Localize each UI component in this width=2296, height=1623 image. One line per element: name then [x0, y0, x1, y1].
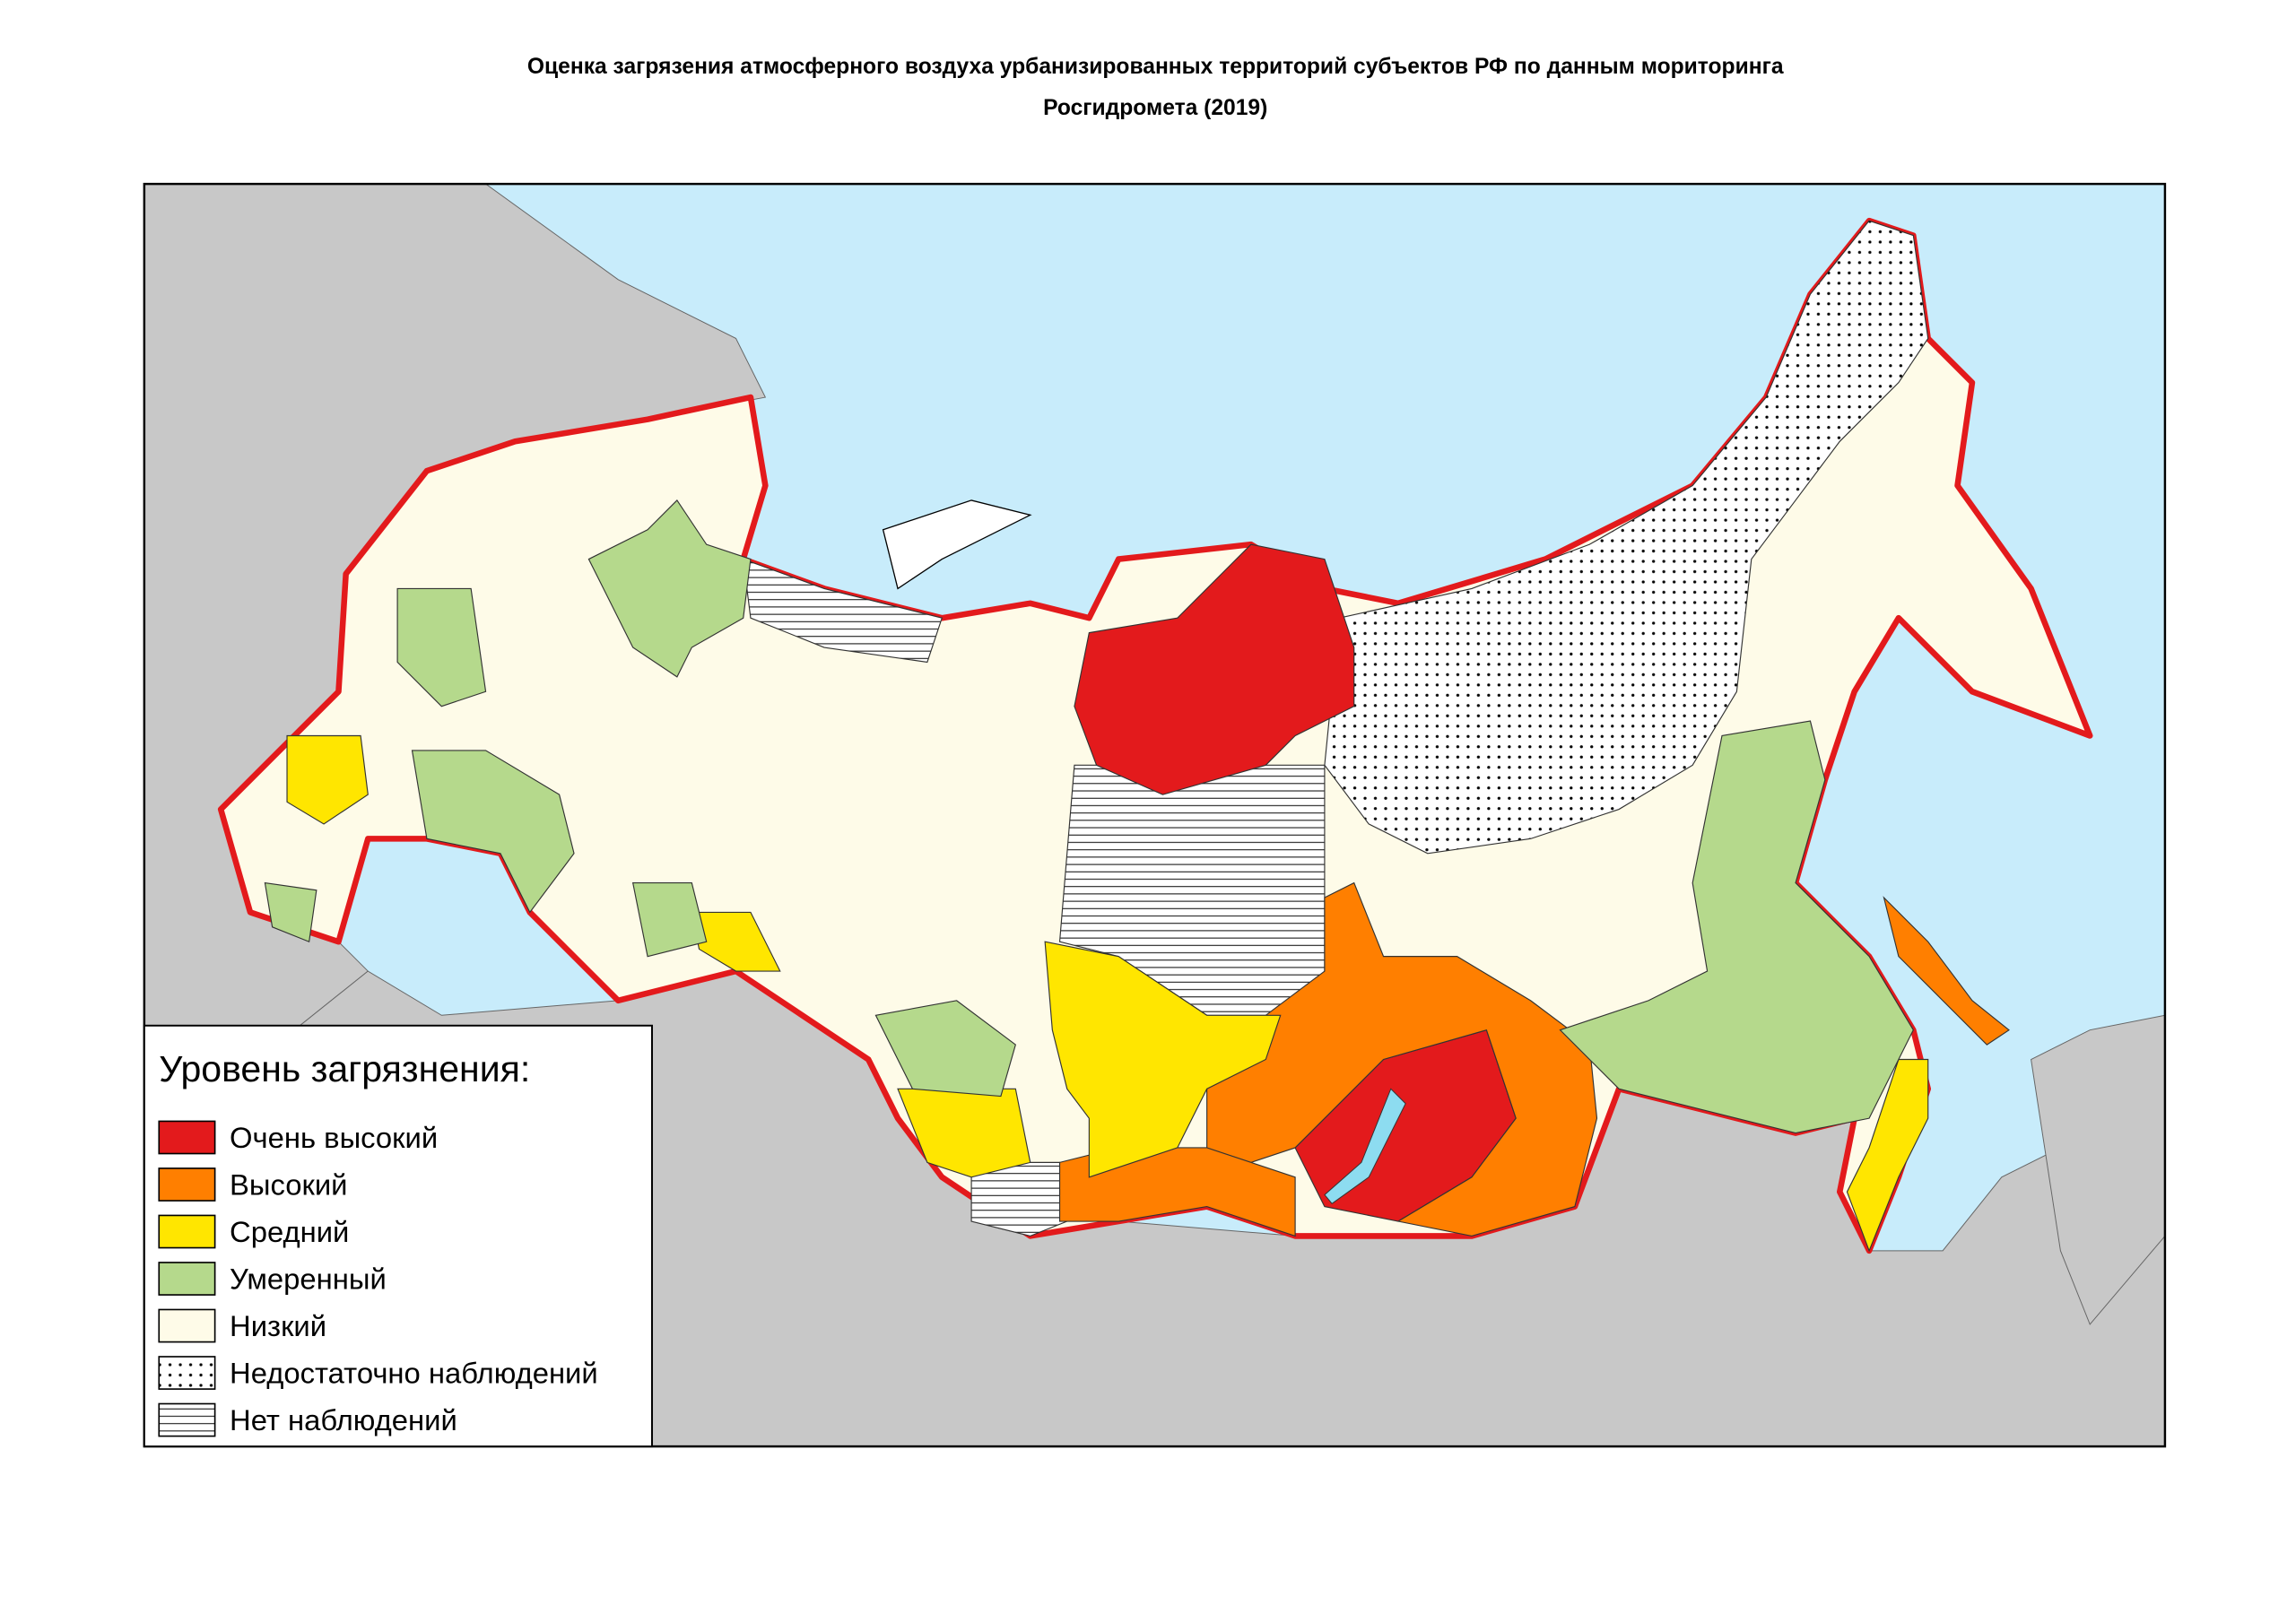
- title-line: Росгидромета (2019): [1043, 96, 1267, 120]
- legend-swatch: [158, 1120, 216, 1155]
- region-high: [1206, 881, 1598, 1237]
- region-moderate: [396, 587, 487, 707]
- region-moderate: [587, 499, 752, 678]
- map-frame: [143, 182, 2167, 1448]
- novaya-zemlya: [882, 499, 1032, 590]
- legend-label: Средний: [230, 1215, 349, 1248]
- region-medium: [286, 734, 369, 825]
- region-none: [743, 558, 944, 664]
- legend-label: Умеренный: [230, 1262, 387, 1295]
- region-insufficient: [1324, 220, 1929, 855]
- region-medium: [1846, 1058, 1929, 1253]
- region-moderate: [1559, 720, 1914, 1134]
- legend-box: [143, 1024, 653, 1448]
- title-line: Оценка загрязения атмосферного воздуха у…: [527, 55, 1784, 79]
- legend-label: Очень высокий: [230, 1121, 438, 1154]
- legend-label: Недостаточно наблюдений: [230, 1357, 598, 1390]
- legend-swatch: [158, 1262, 216, 1296]
- legend-title: Уровень загрязнения:: [159, 1048, 530, 1089]
- legend-swatch: [158, 1356, 216, 1390]
- legend-swatch: [158, 1214, 216, 1249]
- legend-swatch: [158, 1402, 216, 1437]
- region-moderate: [264, 881, 317, 943]
- legend: Уровень загрязнения: Очень высокий Высоки…: [143, 1024, 653, 1448]
- region-high: [1883, 896, 2010, 1046]
- region-moderate: [631, 882, 708, 958]
- region-very-high: [1074, 543, 1355, 795]
- legend-swatch: [158, 1167, 216, 1202]
- legend-label: Низкий: [230, 1309, 326, 1342]
- region-medium: [1044, 941, 1282, 1178]
- region-none: [970, 1161, 1068, 1237]
- japan-land: [2031, 1014, 2165, 1325]
- region-moderate: [874, 1000, 1016, 1098]
- lake-baikal: [1324, 1088, 1406, 1204]
- legend-label: Высокий: [230, 1167, 347, 1201]
- legend-swatch: [158, 1308, 216, 1343]
- legend-label: Нет наблюдений: [230, 1403, 457, 1436]
- region-moderate: [411, 750, 575, 914]
